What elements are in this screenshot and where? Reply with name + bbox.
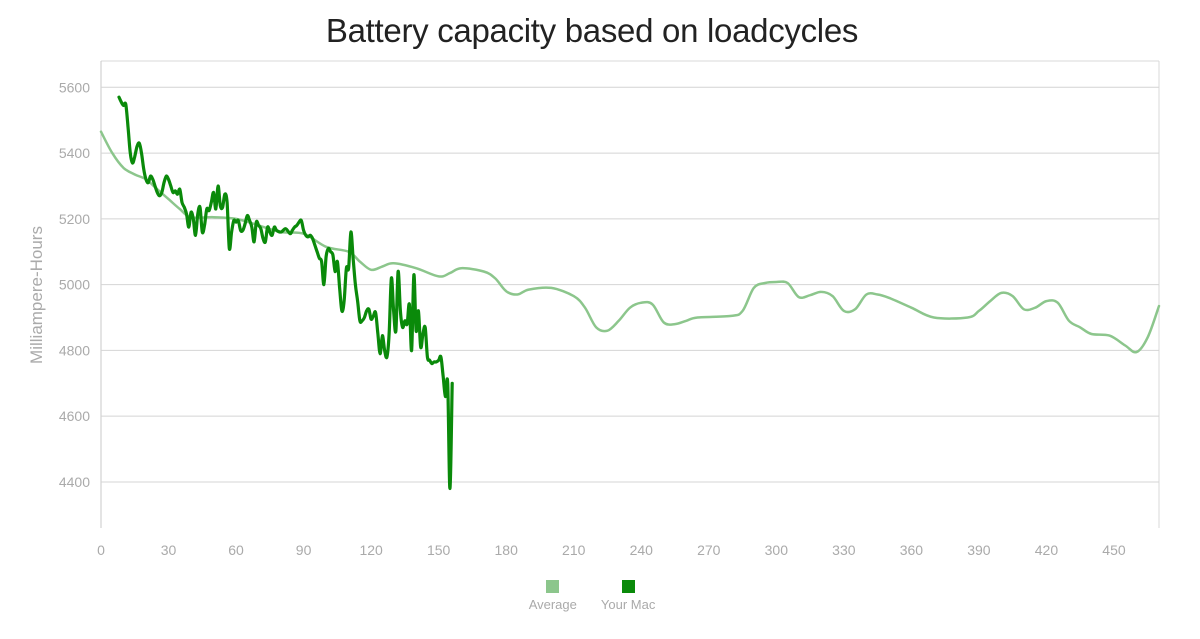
y-tick-label: 5200 bbox=[59, 211, 90, 227]
legend-label-your-mac: Your Mac bbox=[600, 597, 656, 612]
series-line-average bbox=[99, 130, 1161, 354]
chart-title: Battery capacity based on loadcycles bbox=[325, 12, 859, 49]
y-tick-label: 4600 bbox=[59, 408, 90, 424]
series-line-your-mac bbox=[117, 95, 454, 491]
legend-item-average[interactable]: Average bbox=[529, 580, 577, 612]
x-tick-label: 360 bbox=[900, 542, 924, 558]
x-tick-label: 180 bbox=[495, 542, 519, 558]
x-tick-label: 0 bbox=[97, 542, 105, 558]
legend: Average Your Mac bbox=[0, 580, 1184, 612]
y-tick-label: 4800 bbox=[59, 342, 90, 358]
x-tick-label: 390 bbox=[967, 542, 991, 558]
legend-swatch-average bbox=[546, 580, 560, 593]
x-tick-label: 120 bbox=[359, 542, 383, 558]
x-tick-label: 450 bbox=[1102, 542, 1126, 558]
x-tick-label: 150 bbox=[427, 542, 451, 558]
legend-label-average: Average bbox=[528, 597, 577, 612]
y-tick-label: 5400 bbox=[59, 145, 90, 161]
legend-item-your-mac[interactable]: Your Mac bbox=[601, 580, 655, 612]
x-tick-label: 210 bbox=[562, 542, 586, 558]
legend-swatch-your-mac bbox=[621, 580, 635, 593]
x-tick-label: 60 bbox=[228, 542, 244, 558]
x-tick-label: 300 bbox=[765, 542, 789, 558]
x-tick-label: 30 bbox=[161, 542, 177, 558]
y-axis-title: Milliampere-Hours bbox=[27, 226, 46, 364]
x-tick-label: 330 bbox=[832, 542, 856, 558]
y-tick-label: 5600 bbox=[59, 79, 90, 95]
y-tick-label: 5000 bbox=[59, 277, 90, 293]
x-tick-label: 420 bbox=[1035, 542, 1059, 558]
x-tick-label: 90 bbox=[296, 542, 312, 558]
y-tick-label: 4400 bbox=[59, 474, 90, 490]
x-tick-label: 270 bbox=[697, 542, 721, 558]
x-tick-label: 240 bbox=[630, 542, 654, 558]
